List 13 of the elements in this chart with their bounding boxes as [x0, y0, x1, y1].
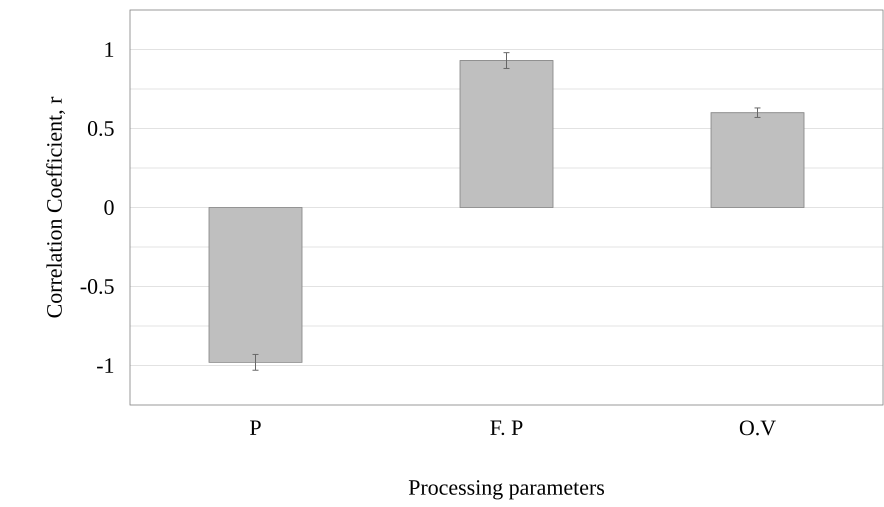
y-tick-label: 0	[104, 200, 114, 216]
x-tick-label: O.V	[740, 420, 776, 436]
y-tick-label: 0.5	[88, 121, 114, 136]
x-tick-label: F. P	[490, 420, 522, 436]
bar	[460, 60, 554, 208]
x-axis-title: Processing parameters	[408, 480, 604, 500]
bar	[710, 112, 804, 208]
y-tick-label: -0.5	[80, 279, 114, 294]
bar	[208, 207, 302, 363]
y-axis-title: Correlation Coefficient, r	[46, 96, 65, 318]
y-tick-label: 1	[105, 42, 114, 57]
x-tick-label: P	[250, 420, 261, 435]
y-tick-label: -1	[97, 358, 114, 373]
